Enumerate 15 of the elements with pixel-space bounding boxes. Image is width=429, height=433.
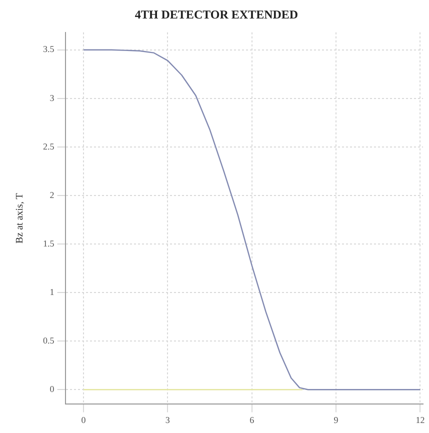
y-axis-title: Bz at axis, T	[14, 193, 26, 244]
x-tick-label: 3	[165, 414, 170, 425]
y-tick-label: 3	[50, 92, 55, 103]
chart-title: 4TH DETECTOR EXTENDED	[134, 7, 298, 22]
x-tick-label: 6	[250, 414, 255, 425]
y-tick-label: 2.5	[43, 141, 55, 152]
y-tick-label: 1	[50, 286, 54, 297]
y-tick-label: 2	[50, 190, 54, 200]
x-tick-label: 9	[334, 414, 339, 425]
y-tick-label: 0	[50, 384, 55, 394]
y-tick-label: 0.5	[43, 335, 55, 346]
y-tick-label: 3.5	[43, 44, 55, 54]
x-tick-label: 0	[81, 414, 86, 425]
x-tick-label: 12	[416, 414, 425, 425]
y-tick-label: 1.5	[43, 238, 55, 248]
